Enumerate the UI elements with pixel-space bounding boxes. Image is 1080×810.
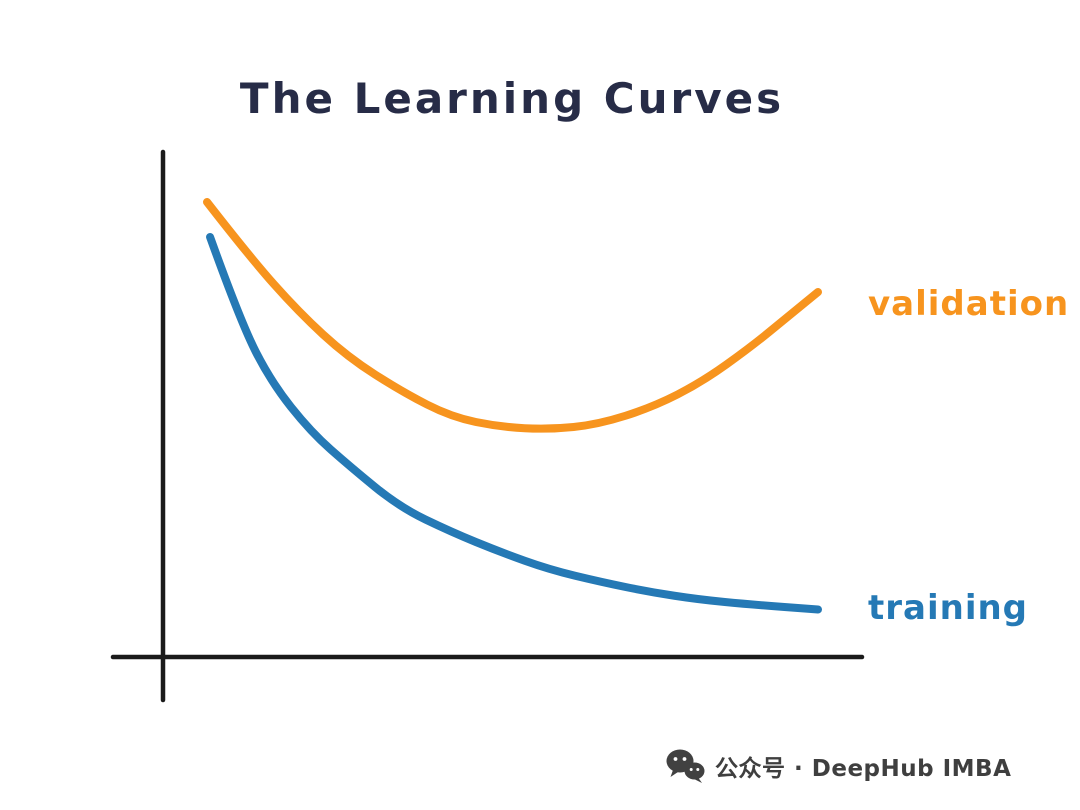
chart-title: The Learning Curves (239, 74, 785, 123)
series-line-validation (203, 198, 822, 433)
watermark: 公众号 · DeepHub IMBA (664, 744, 1011, 788)
series-label-training: training (868, 588, 1029, 628)
series-line-training (206, 233, 822, 614)
watermark-text: 公众号 · DeepHub IMBA (715, 756, 1012, 782)
series-label-validation: validation (868, 284, 1070, 324)
wechat-icon (664, 747, 706, 785)
